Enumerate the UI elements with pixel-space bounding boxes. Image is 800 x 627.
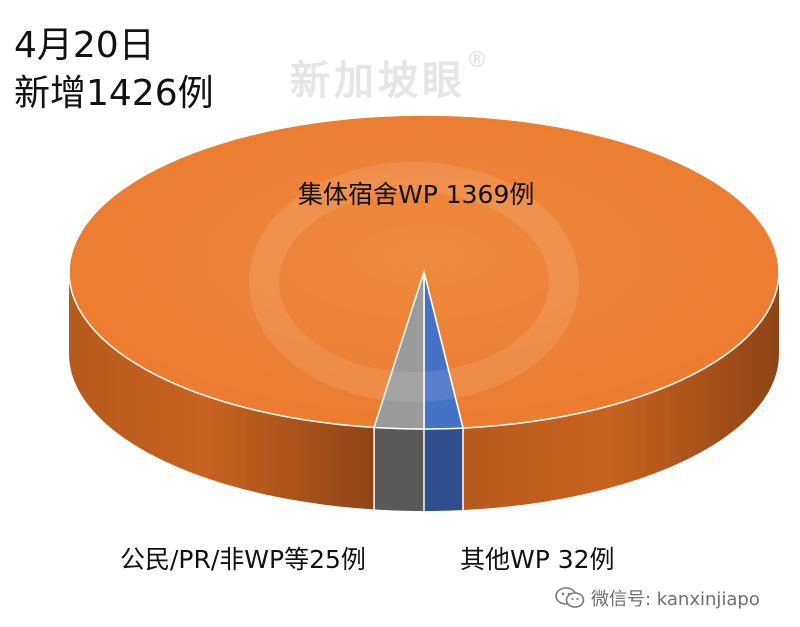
slice-side-dorm-1 bbox=[69, 272, 375, 510]
chart-subtitle: 新增1426例 bbox=[14, 73, 214, 114]
watermark: 新加坡眼® bbox=[290, 48, 492, 104]
slice-label-other-wp: 其他WP 32例 bbox=[460, 545, 615, 574]
pie-rim bbox=[68, 114, 780, 430]
wechat-id: 微信号: kanxinjiapo bbox=[591, 589, 760, 610]
slice-label-citizens: 公民/PR/非WP等25例 bbox=[120, 545, 366, 574]
watermark-ring bbox=[249, 162, 579, 402]
slice-side-dorm-0 bbox=[463, 272, 779, 511]
wechat-icon bbox=[555, 587, 585, 609]
slice-side-citizens bbox=[424, 428, 464, 511]
chart-title: 4月20日 bbox=[14, 25, 155, 66]
wechat-footer: 微信号: kanxinjiapo bbox=[555, 584, 760, 612]
slice-side-other-wp bbox=[374, 427, 424, 511]
slice-label-dorm: 集体宿舍WP 1369例 bbox=[298, 180, 535, 209]
